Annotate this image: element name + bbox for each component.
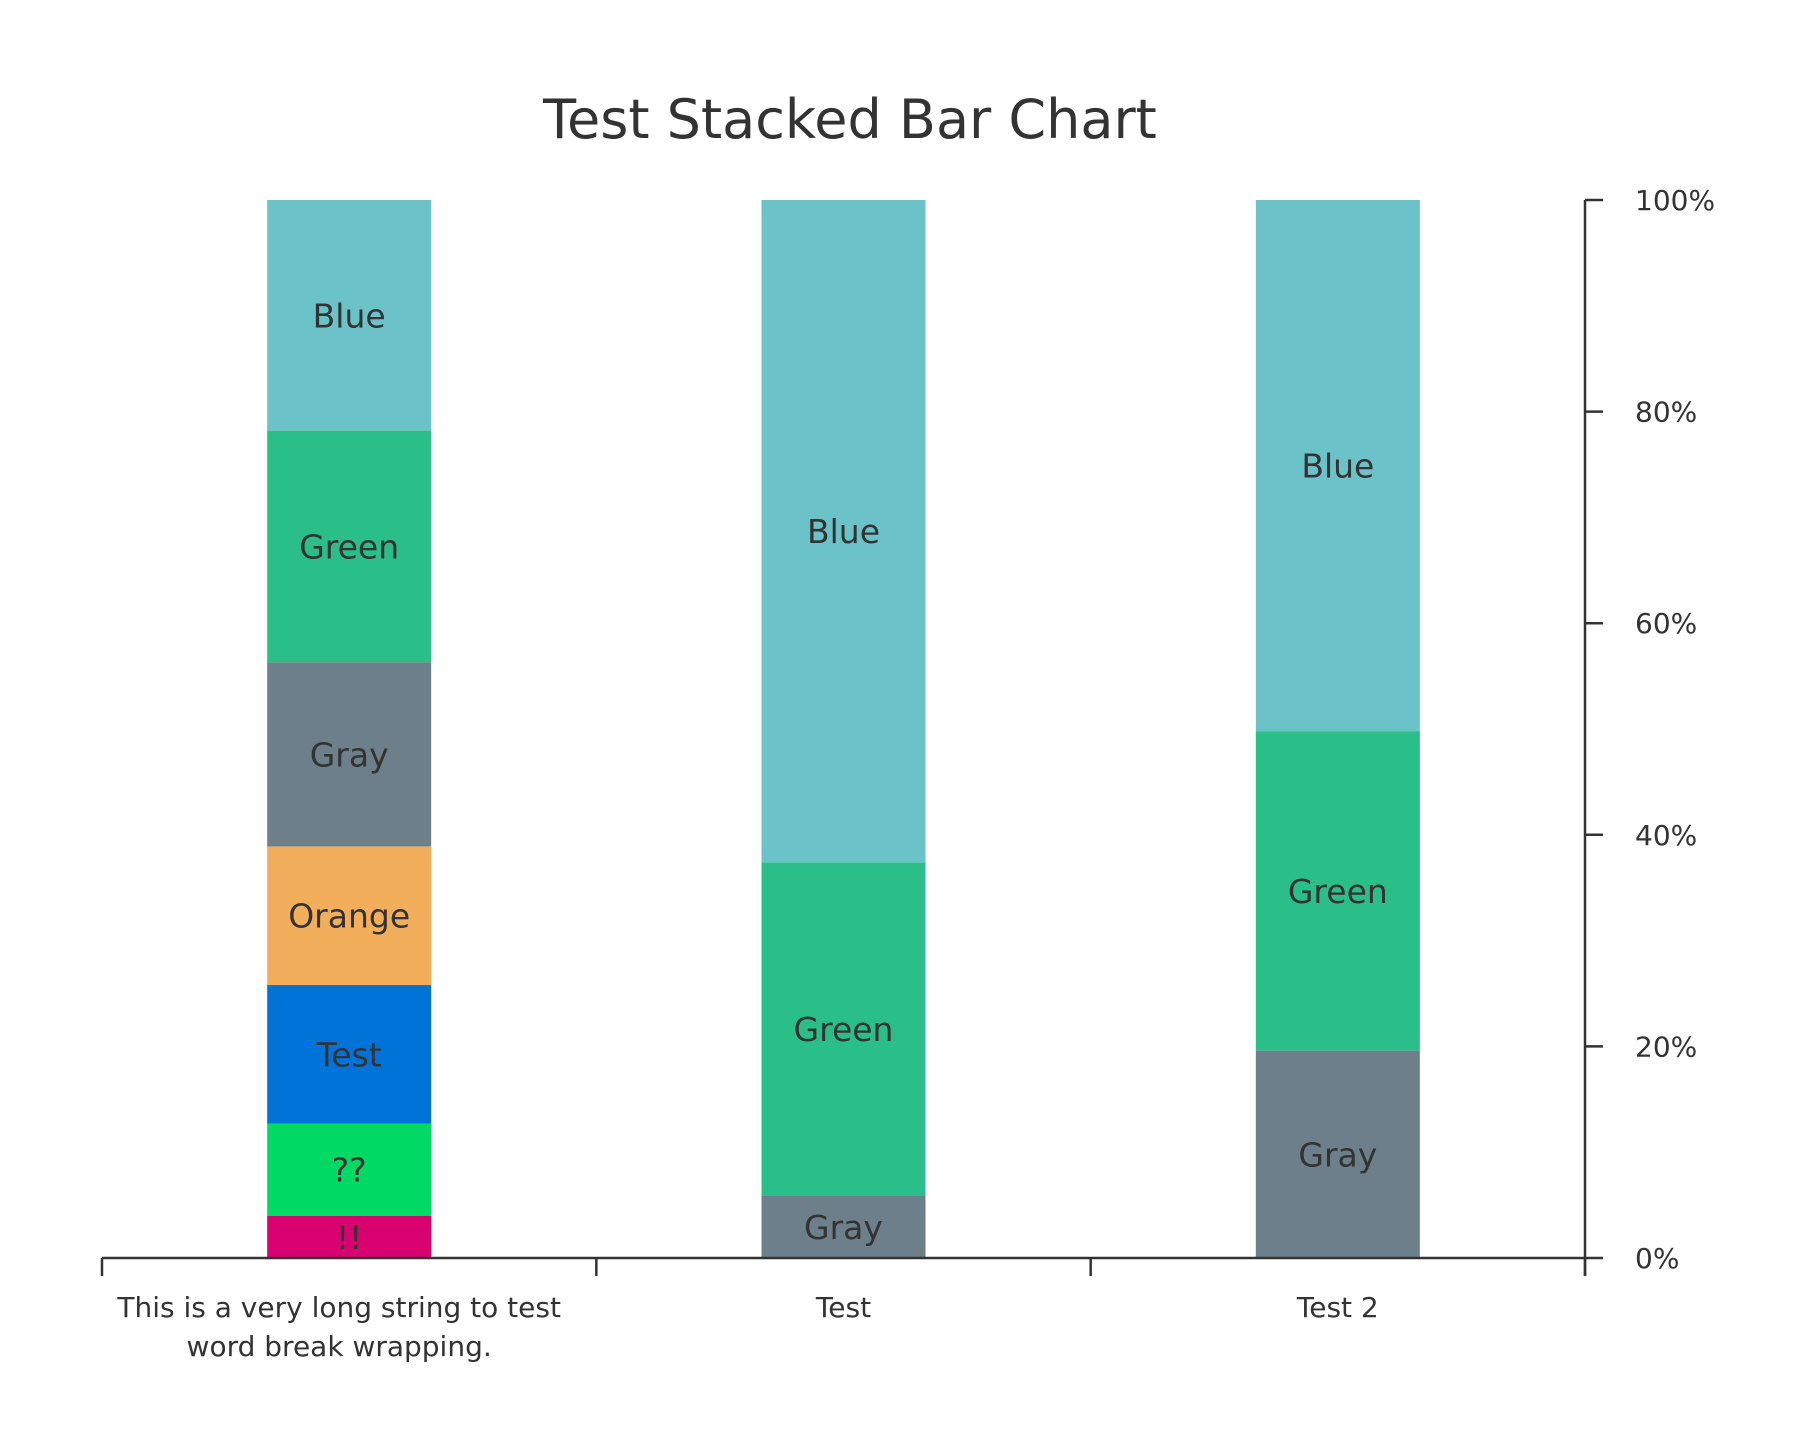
y-tick-label: 40%: [1635, 819, 1697, 852]
segment-label: Green: [299, 527, 399, 566]
bar-segment-3-gray: [1255, 1050, 1420, 1258]
x-tick-label: Test 2: [1296, 1291, 1379, 1324]
segment-label: Blue: [313, 296, 386, 335]
x-tick-label: This is a very long string to test: [116, 1291, 561, 1324]
segment-label: Gray: [1298, 1135, 1377, 1174]
segment-label: Blue: [1301, 447, 1374, 486]
y-tick-label: 20%: [1635, 1030, 1697, 1063]
y-tick-label: 80%: [1635, 396, 1697, 429]
segment-label: Green: [1288, 872, 1388, 911]
segment-label: Test: [316, 1035, 382, 1074]
bar-segment-3-blue: [1255, 200, 1420, 732]
segment-label: !!: [336, 1218, 362, 1257]
bar-segment-2-green: [761, 862, 926, 1196]
y-tick-label: 100%: [1635, 184, 1715, 217]
segment-label: Blue: [807, 512, 880, 551]
chart-title: Test Stacked Bar Chart: [543, 88, 1157, 151]
y-tick-label: 0%: [1635, 1242, 1679, 1275]
bar-segment-1-gray: [267, 662, 432, 847]
bar-segment-1-test: [267, 985, 432, 1124]
bar-segment-1-green: [267, 430, 432, 663]
segment-label: ??: [332, 1151, 367, 1190]
segment-label: Green: [794, 1010, 894, 1049]
bar-segment-2-blue: [761, 200, 926, 863]
bar-segment-1-blue: [267, 200, 432, 431]
bar-segment-1-sym1: [267, 1123, 432, 1216]
segment-label: Orange: [288, 897, 410, 936]
segment-label: Gray: [804, 1208, 883, 1247]
bar-segment-2-gray: [761, 1195, 926, 1258]
bar-segment-3-green: [1255, 731, 1420, 1051]
y-tick-label: 60%: [1635, 607, 1697, 640]
x-tick-label: word break wrapping.: [187, 1330, 492, 1363]
x-tick-label: Test: [815, 1291, 871, 1324]
bar-segment-1-sym0: [267, 1215, 432, 1258]
bar-segment-1-orange: [267, 846, 432, 986]
segment-label: Gray: [310, 735, 389, 774]
